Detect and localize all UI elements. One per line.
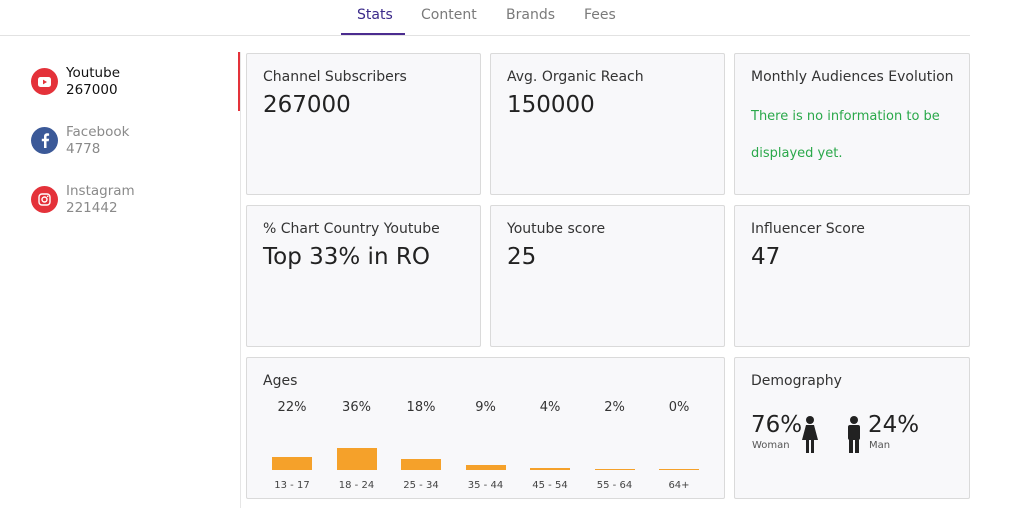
age-percentage: 9% [475,400,496,415]
card-country-chart: % Chart Country Youtube Top 33% in RO [246,205,481,347]
instagram-icon [31,186,58,213]
tab-brands[interactable]: Brands [506,7,555,23]
age-bar [401,459,441,470]
youtube-icon [31,68,58,95]
age-group-label: 25 - 34 [403,480,439,491]
tab-bar: Stats Content Brands Fees [0,0,970,36]
card-title: Ages [263,373,298,389]
age-group-label: 18 - 24 [338,480,375,491]
card-value: Top 33% in RO [263,244,430,270]
card-title: Youtube score [507,221,606,237]
age-percentage: 22% [277,400,307,415]
tab-content[interactable]: Content [421,7,477,23]
sidebar: Youtube 267000 Facebook 4778 Instagram 2… [0,36,240,516]
man-label: Man [869,440,891,451]
card-demography: Demography 76% Woman 24% Man [734,357,970,499]
empty-state-message: There is no information to be displayed … [751,109,940,161]
age-group-label: 55 - 64 [596,480,633,491]
card-channel-subscribers: Channel Subscribers 267000 [246,53,481,195]
woman-icon [801,416,819,458]
age-percentage: 4% [539,400,561,415]
card-title: Channel Subscribers [263,69,407,85]
woman-percentage: 76% [751,412,803,438]
age-group-label: 13 - 17 [274,480,310,491]
woman-label: Woman [752,440,790,451]
sidebar-item-count: 267000 [66,82,118,98]
card-influencer-score: Influencer Score 47 [734,205,970,347]
card-ages: Ages 22% 13 - 17 36% 18 - 24 18% 25 - 34 9% 35 … [246,357,725,499]
sidebar-item-label: Facebook [66,124,130,140]
age-percentage: 18% [406,400,436,415]
man-icon [846,416,862,458]
age-bar [530,467,570,470]
age-bar [465,464,506,470]
age-group-label: 45 - 54 [532,480,568,491]
sidebar-item-label: Instagram [66,183,135,199]
card-monthly-audiences: Monthly Audiences Evolution There is no … [734,53,970,195]
age-group-label: 35 - 44 [467,480,504,491]
sidebar-item-count: 221442 [66,200,118,216]
card-youtube-score: Youtube score 25 [490,205,725,347]
age-percentage: 2% [604,400,625,415]
age-bar [594,468,635,470]
age-percentage: 0% [668,400,690,415]
age-bar [659,469,699,470]
facebook-icon [31,127,58,154]
card-title: Influencer Score [751,221,865,237]
card-title: Demography [751,373,842,389]
card-value: 47 [751,244,781,270]
active-tab-underline [341,33,405,35]
tab-fees[interactable]: Fees [584,7,616,23]
age-bar [272,456,312,470]
age-percentage: 36% [342,400,371,415]
card-value: 150000 [507,92,595,118]
sidebar-divider [240,52,241,508]
card-title: Avg. Organic Reach [507,69,644,85]
tab-stats[interactable]: Stats [357,7,393,23]
age-bar [336,448,377,470]
active-item-indicator [238,52,240,111]
age-group-label: 64+ [668,480,690,491]
sidebar-item-label: Youtube [66,65,120,81]
sidebar-item-count: 4778 [66,141,101,157]
card-title: Monthly Audiences Evolution [751,69,954,85]
man-percentage: 24% [868,412,920,438]
card-title: % Chart Country Youtube [263,221,440,237]
card-value: 267000 [263,92,351,118]
card-value: 25 [507,244,537,270]
card-organic-reach: Avg. Organic Reach 150000 [490,53,725,195]
